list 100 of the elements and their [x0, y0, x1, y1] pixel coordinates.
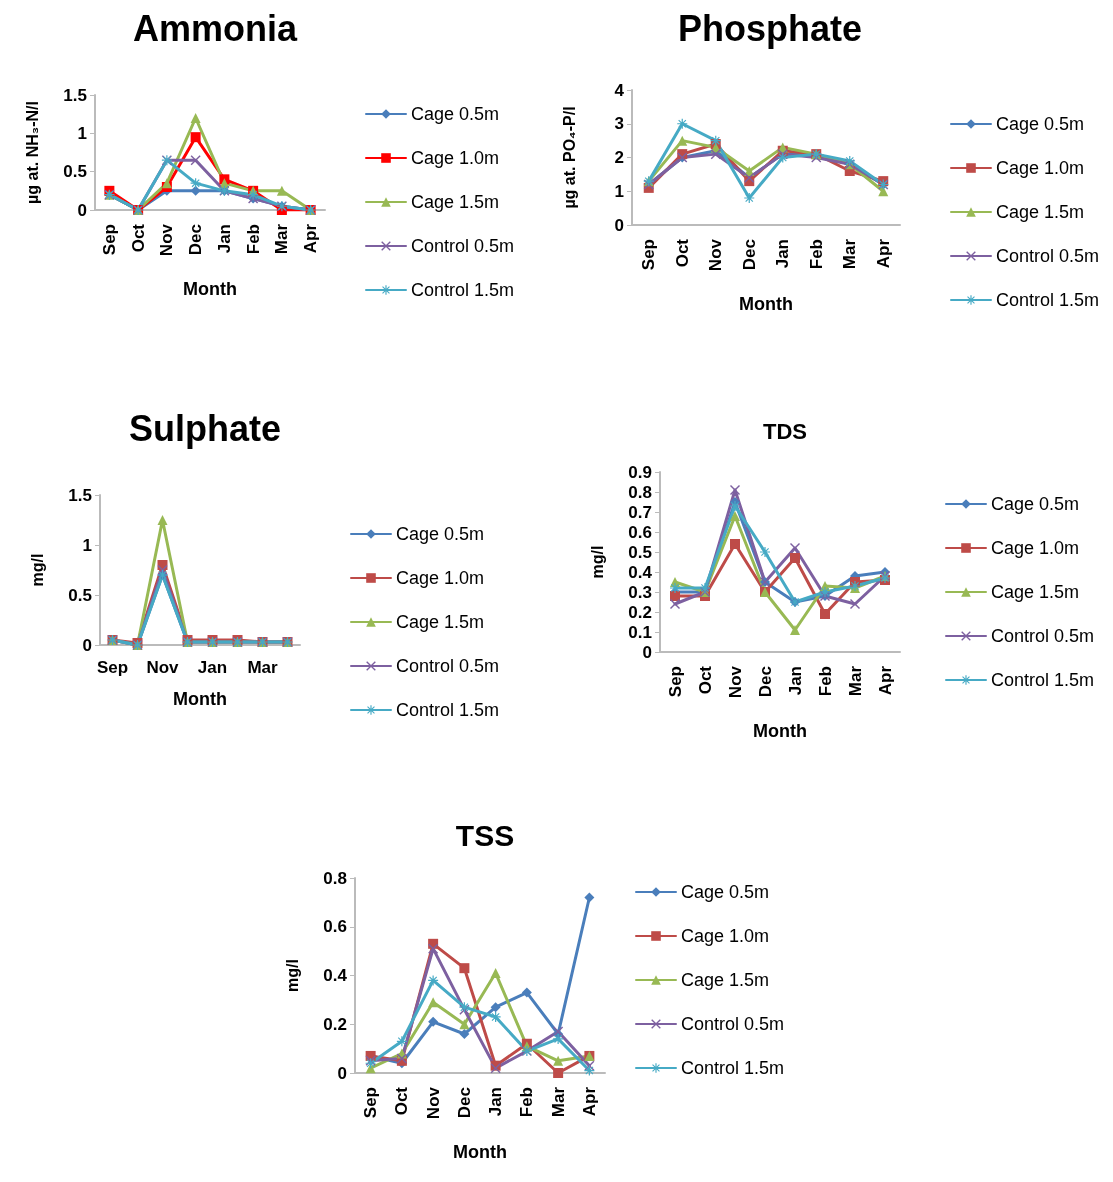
chart-title: TSS — [455, 818, 515, 852]
chart-title: Sulphate — [128, 407, 282, 449]
legend-label: Cage 1.5m — [411, 192, 500, 212]
y-tick-label: 0.3 — [628, 582, 652, 602]
y-tick-label: 0.2 — [323, 1014, 347, 1034]
x-tick-label: Dec — [755, 666, 775, 698]
legend-label: Control 0.5m — [396, 656, 500, 676]
x-tick-label: Oct — [392, 1086, 412, 1116]
x-tick-label: Dec — [454, 1087, 474, 1119]
y-tick-label: 0.4 — [628, 562, 653, 582]
x-axis-title: Month — [753, 721, 807, 741]
x-axis-title: Month — [739, 294, 793, 314]
y-tick-label: 0 — [82, 635, 92, 655]
y-tick-label: 0.9 — [628, 462, 652, 482]
y-tick-label: 0.7 — [628, 502, 652, 522]
y-tick-label: 0.4 — [323, 966, 348, 985]
x-axis-title: Month — [173, 689, 227, 709]
y-tick-label: 0.1 — [628, 622, 652, 642]
y-axis-title: µg at. PO₄-P/l — [560, 106, 578, 209]
x-tick-label: Feb — [815, 666, 835, 697]
x-axis-title: Month — [183, 279, 237, 299]
legend-label: Cage 1.0m — [991, 538, 1080, 558]
x-tick-label: Apr — [875, 665, 895, 696]
x-tick-label: Nov — [157, 223, 177, 257]
y-tick-label: 1.5 — [63, 85, 87, 105]
x-tick-label: Jan — [773, 239, 793, 269]
x-tick-label: Sep — [361, 1087, 381, 1119]
legend-label: Control 1.5m — [991, 670, 1095, 690]
legend-label: Cage 1.5m — [396, 612, 485, 632]
legend-label: Cage 1.0m — [681, 926, 770, 946]
legend-label: Control 0.5m — [411, 236, 515, 256]
legend-label: Cage 0.5m — [396, 524, 485, 544]
legend-label: Control 1.5m — [996, 290, 1100, 310]
y-tick-label: 0.8 — [323, 868, 347, 888]
legend-label: Control 1.5m — [681, 1058, 785, 1078]
x-tick-label: Sep — [96, 658, 129, 677]
chart-title: Ammonia — [132, 7, 298, 49]
x-tick-label: Jan — [785, 666, 805, 696]
x-tick-label: Mar — [548, 1086, 568, 1118]
legend-label: Cage 1.0m — [411, 148, 500, 168]
y-tick-label: 0 — [614, 215, 624, 235]
y-tick-label: 0.6 — [628, 522, 652, 542]
x-tick-label: Mar — [845, 665, 865, 697]
y-tick-label: 1 — [77, 123, 87, 143]
x-axis-title: Month — [453, 1142, 507, 1162]
y-tick-label: 0.8 — [628, 482, 652, 502]
y-tick-label: 0.6 — [323, 917, 347, 937]
x-tick-label: Sep — [639, 239, 659, 271]
legend-label: Cage 1.0m — [996, 158, 1085, 178]
legend-label: Control 1.5m — [411, 280, 515, 300]
y-tick-label: 0.5 — [628, 542, 652, 562]
y-tick-label: 0 — [642, 642, 652, 662]
y-axis-title: µg at. NH₃-N/l — [23, 101, 41, 204]
x-tick-label: Mar — [272, 223, 292, 255]
legend-label: Cage 0.5m — [411, 104, 500, 124]
chart-title: TDS — [763, 418, 807, 444]
y-tick-label: 2 — [614, 148, 624, 167]
x-tick-label: Nov — [146, 658, 180, 677]
x-tick-label: Jan — [214, 224, 234, 254]
x-tick-label: Dec — [739, 239, 759, 271]
y-tick-label: 0 — [337, 1063, 347, 1083]
y-tick-label: 4 — [614, 80, 625, 100]
x-tick-label: Oct — [128, 223, 148, 253]
y-tick-label: 1 — [82, 535, 92, 555]
legend-label: Cage 1.0m — [396, 568, 485, 588]
x-tick-label: Feb — [806, 239, 826, 270]
y-tick-label: 0.5 — [68, 585, 92, 605]
x-tick-label: Sep — [99, 224, 119, 256]
y-axis-title: mg/l — [283, 959, 301, 992]
x-tick-label: Dec — [186, 224, 206, 256]
x-tick-label: Apr — [873, 238, 893, 269]
legend-label: Control 0.5m — [991, 626, 1095, 646]
x-tick-label: Jan — [486, 1087, 506, 1117]
y-axis-title: mg/l — [28, 553, 46, 587]
x-tick-label: Nov — [706, 238, 726, 272]
legend-label: Cage 1.5m — [681, 970, 770, 990]
x-tick-label: Nov — [725, 665, 745, 699]
x-tick-label: Jan — [197, 658, 228, 677]
x-tick-label: Oct — [695, 665, 715, 695]
y-tick-label: 1 — [614, 181, 624, 201]
y-tick-label: 0.2 — [628, 602, 652, 622]
legend-label: Control 0.5m — [996, 246, 1100, 266]
legend-label: Cage 0.5m — [681, 882, 770, 902]
y-tick-label: 1.5 — [68, 485, 92, 505]
x-tick-label: Feb — [517, 1087, 537, 1118]
y-tick-label: 0 — [77, 200, 87, 220]
x-tick-label: Mar — [840, 238, 860, 270]
x-tick-label: Apr — [301, 223, 321, 254]
legend-label: Cage 0.5m — [996, 114, 1085, 134]
x-tick-label: Oct — [672, 238, 692, 268]
x-tick-label: Sep — [665, 666, 685, 698]
x-tick-label: Mar — [247, 658, 278, 677]
chart-title: Phosphate — [677, 7, 863, 49]
legend-label: Control 1.5m — [396, 700, 500, 720]
legend-label: Cage 1.5m — [996, 202, 1085, 222]
x-tick-label: Feb — [243, 224, 263, 255]
y-tick-label: 0.5 — [63, 162, 87, 182]
legend-label: Cage 0.5m — [991, 494, 1080, 514]
legend-label: Cage 1.5m — [991, 582, 1080, 602]
x-tick-label: Apr — [579, 1086, 599, 1117]
